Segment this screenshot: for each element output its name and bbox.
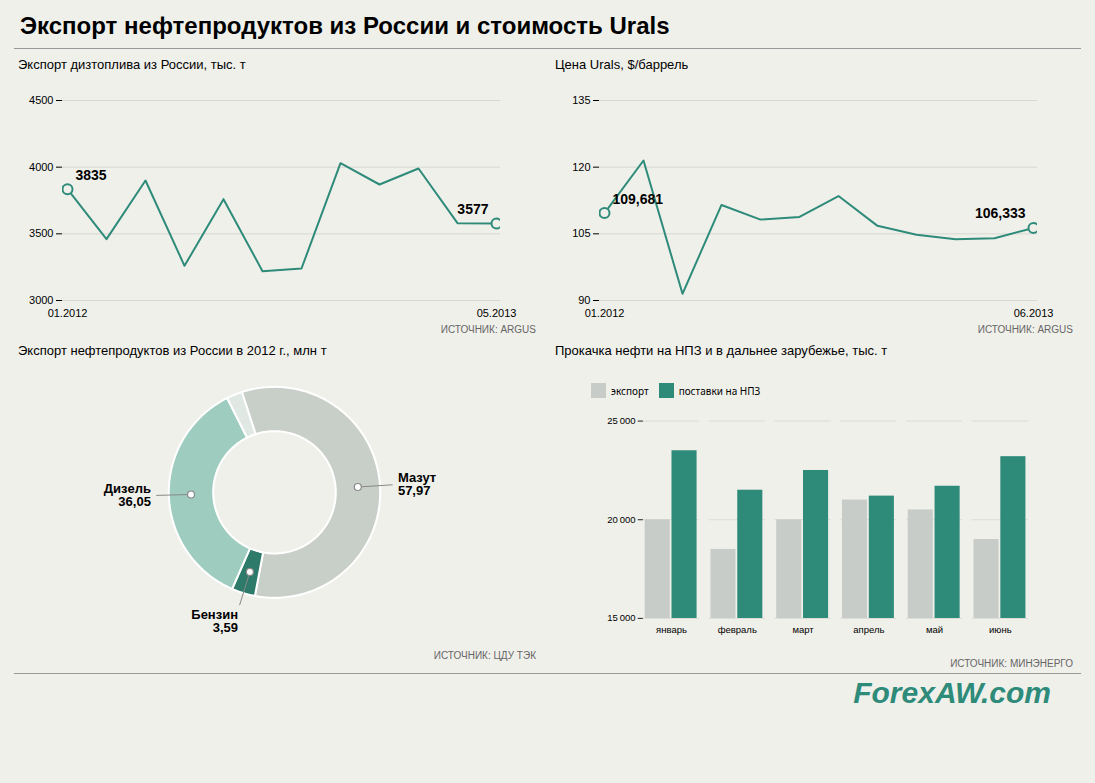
html-text:Экспорт нефтепродуктов из Росс: Экспорт нефтепродуктов из России в 2012 … (18, 343, 327, 358)
svg-text:105: 105 (572, 227, 590, 239)
html-text:ИСТОЧНИК: ARGUS: ИСТОЧНИК: ARGUS (440, 324, 536, 335)
svg-text:4500: 4500 (29, 94, 53, 106)
svg-text:3000: 3000 (29, 294, 53, 306)
svg-text:01.2012: 01.2012 (585, 307, 625, 319)
svg-text:Дизель36,05: Дизель36,05 (104, 481, 151, 509)
svg-text:3500: 3500 (29, 227, 53, 239)
svg-text:4000: 4000 (29, 161, 53, 173)
html-text:ИСТОЧНИК: ARGUS: ИСТОЧНИК: ARGUS (977, 324, 1073, 335)
svg-text:3577: 3577 (457, 201, 488, 217)
html-text:поставки на НПЗ: поставки на НПЗ (678, 383, 761, 398)
svg-text:февраль: февраль (718, 624, 757, 635)
svg-text:25 000: 25 000 (607, 415, 635, 426)
html-text:Экспорт нефтепродуктов из Росс: Экспорт нефтепродуктов из России и стоим… (20, 12, 670, 39)
svg-text:Мазут57,97: Мазут57,97 (398, 470, 436, 498)
svg-text:апрель: апрель (853, 624, 884, 635)
svg-text:Бензин3,59: Бензин3,59 (191, 607, 238, 635)
svg-text:90: 90 (578, 294, 590, 306)
html-text:ForexAW.com: ForexAW.com (853, 676, 1051, 710)
svg-text:15 000: 15 000 (607, 612, 635, 623)
svg-text:01.2012: 01.2012 (48, 307, 88, 319)
svg-text:март: март (792, 624, 814, 635)
svg-text:120: 120 (572, 161, 590, 173)
svg-text:май: май (926, 624, 943, 635)
html-text:Цена Urals, $/баррель: Цена Urals, $/баррель (555, 57, 689, 72)
svg-text:05.2013: 05.2013 (477, 307, 517, 319)
svg-text:июнь: июнь (989, 624, 1012, 635)
svg-text:109,681: 109,681 (613, 191, 664, 207)
svg-text:06.2013: 06.2013 (1014, 307, 1054, 319)
html-text:ИСТОЧНИК: ЦДУ ТЭК: ИСТОЧНИК: ЦДУ ТЭК (433, 650, 536, 661)
svg-text:3835: 3835 (76, 167, 107, 183)
html-text:Экспорт дизтоплива из России,: Экспорт дизтоплива из России, тыс. т (18, 57, 246, 72)
html-text:экспорт: экспорт (611, 383, 649, 398)
html-text:Прокачка нефти на НПЗ и в даль: Прокачка нефти на НПЗ и в дальнее зарубе… (555, 343, 888, 358)
svg-text:20 000: 20 000 (607, 514, 635, 525)
html-text:ИСТОЧНИК: МИНЭНЕРГО: ИСТОЧНИК: МИНЭНЕРГО (950, 658, 1073, 670)
svg-text:106,333: 106,333 (975, 205, 1026, 221)
svg-text:135: 135 (572, 94, 590, 106)
svg-text:январь: январь (656, 624, 687, 635)
